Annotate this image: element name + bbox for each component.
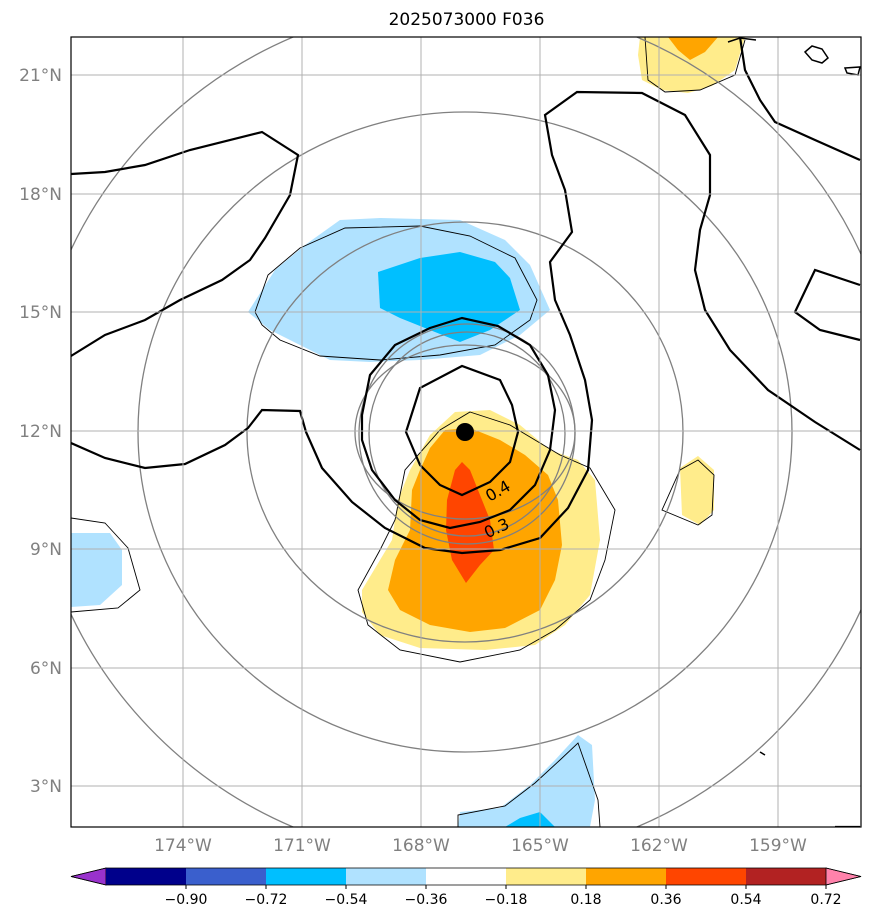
colorbar-segment	[186, 868, 267, 885]
y-tick-label: 12°N	[19, 422, 62, 442]
coastlines	[727, 37, 861, 756]
map-frame	[70, 36, 862, 828]
colorbar-label: 0.54	[730, 892, 761, 908]
y-tick-label: 9°N	[30, 540, 62, 560]
storm-center-marker	[456, 423, 474, 441]
contour-east-closed	[793, 268, 861, 342]
colorbar-segment	[666, 868, 747, 885]
x-axis: 174°W 171°W 168°W 165°W 162°W 159°W	[154, 836, 807, 856]
x-tick-label: 168°W	[392, 836, 450, 856]
colorbar-segment	[346, 868, 427, 885]
island-3	[727, 37, 757, 43]
range-ring-inner-b	[358, 323, 576, 545]
x-tick-label: 162°W	[630, 836, 688, 856]
colorbar-segment	[106, 868, 187, 885]
shading-boundaries	[71, 37, 746, 827]
colorbar-extend-low	[70, 867, 107, 886]
colorbar-label: −0.72	[245, 892, 288, 908]
colorbar-segment	[506, 868, 587, 885]
contour-innermost	[404, 364, 520, 497]
range-rings	[71, 37, 861, 827]
graticule	[71, 37, 861, 827]
x-tick-label: 174°W	[154, 836, 212, 856]
colorbar-label: −0.54	[325, 892, 368, 908]
x-tick-label: 171°W	[273, 836, 331, 856]
colorbar: −0.90 −0.72 −0.54 −0.36 −0.18 0.18 0.36 0.54 0.7…	[70, 867, 862, 908]
negative-shading-west	[71, 533, 122, 607]
colorbar-segment	[746, 868, 827, 885]
map-panel: 0.4 0.3	[71, 37, 861, 827]
y-tick-label: 6°N	[30, 659, 62, 679]
y-tick-label: 15°N	[19, 303, 62, 323]
positive-shading-north-core	[668, 37, 718, 60]
x-tick-label: 165°W	[511, 836, 569, 856]
positive-shading-east	[680, 456, 714, 525]
contour-main-west	[71, 90, 861, 555]
colorbar-label: −0.18	[485, 892, 528, 908]
colorbar-label: −0.36	[405, 892, 448, 908]
negative-shading-south	[458, 735, 595, 827]
colorbar-label: 0.36	[650, 892, 681, 908]
island-4	[759, 751, 766, 756]
contour-inner	[360, 316, 557, 530]
y-tick-label: 3°N	[30, 777, 62, 797]
colorbar-extend-high	[825, 867, 862, 886]
y-tick-label: 21°N	[19, 66, 62, 86]
island-2	[843, 66, 861, 76]
contour-north-west-arc	[71, 130, 300, 357]
colorbar-outline	[70, 867, 862, 886]
negative-shading-south-core	[505, 812, 555, 827]
range-ring-inner-a	[368, 331, 566, 537]
colorbar-label: −0.90	[165, 892, 208, 908]
colorbar-label: 0.18	[570, 892, 601, 908]
y-tick-label: 18°N	[19, 185, 62, 205]
negative-shading-north-core	[378, 252, 520, 342]
colorbar-segment	[266, 868, 347, 885]
colorbar-segment	[426, 868, 507, 885]
x-tick-label: 159°W	[749, 836, 807, 856]
range-ring-2	[246, 221, 684, 643]
colorbar-label: 0.72	[810, 892, 841, 908]
island-1	[803, 45, 829, 64]
colorbar-segment	[586, 868, 667, 885]
contour-top-right	[738, 37, 861, 162]
y-axis: 21°N 18°N 15°N 12°N 9°N 6°N 3°N	[19, 66, 62, 797]
range-ring-3	[137, 111, 793, 753]
map-title: 2025073000 F036	[388, 10, 545, 30]
